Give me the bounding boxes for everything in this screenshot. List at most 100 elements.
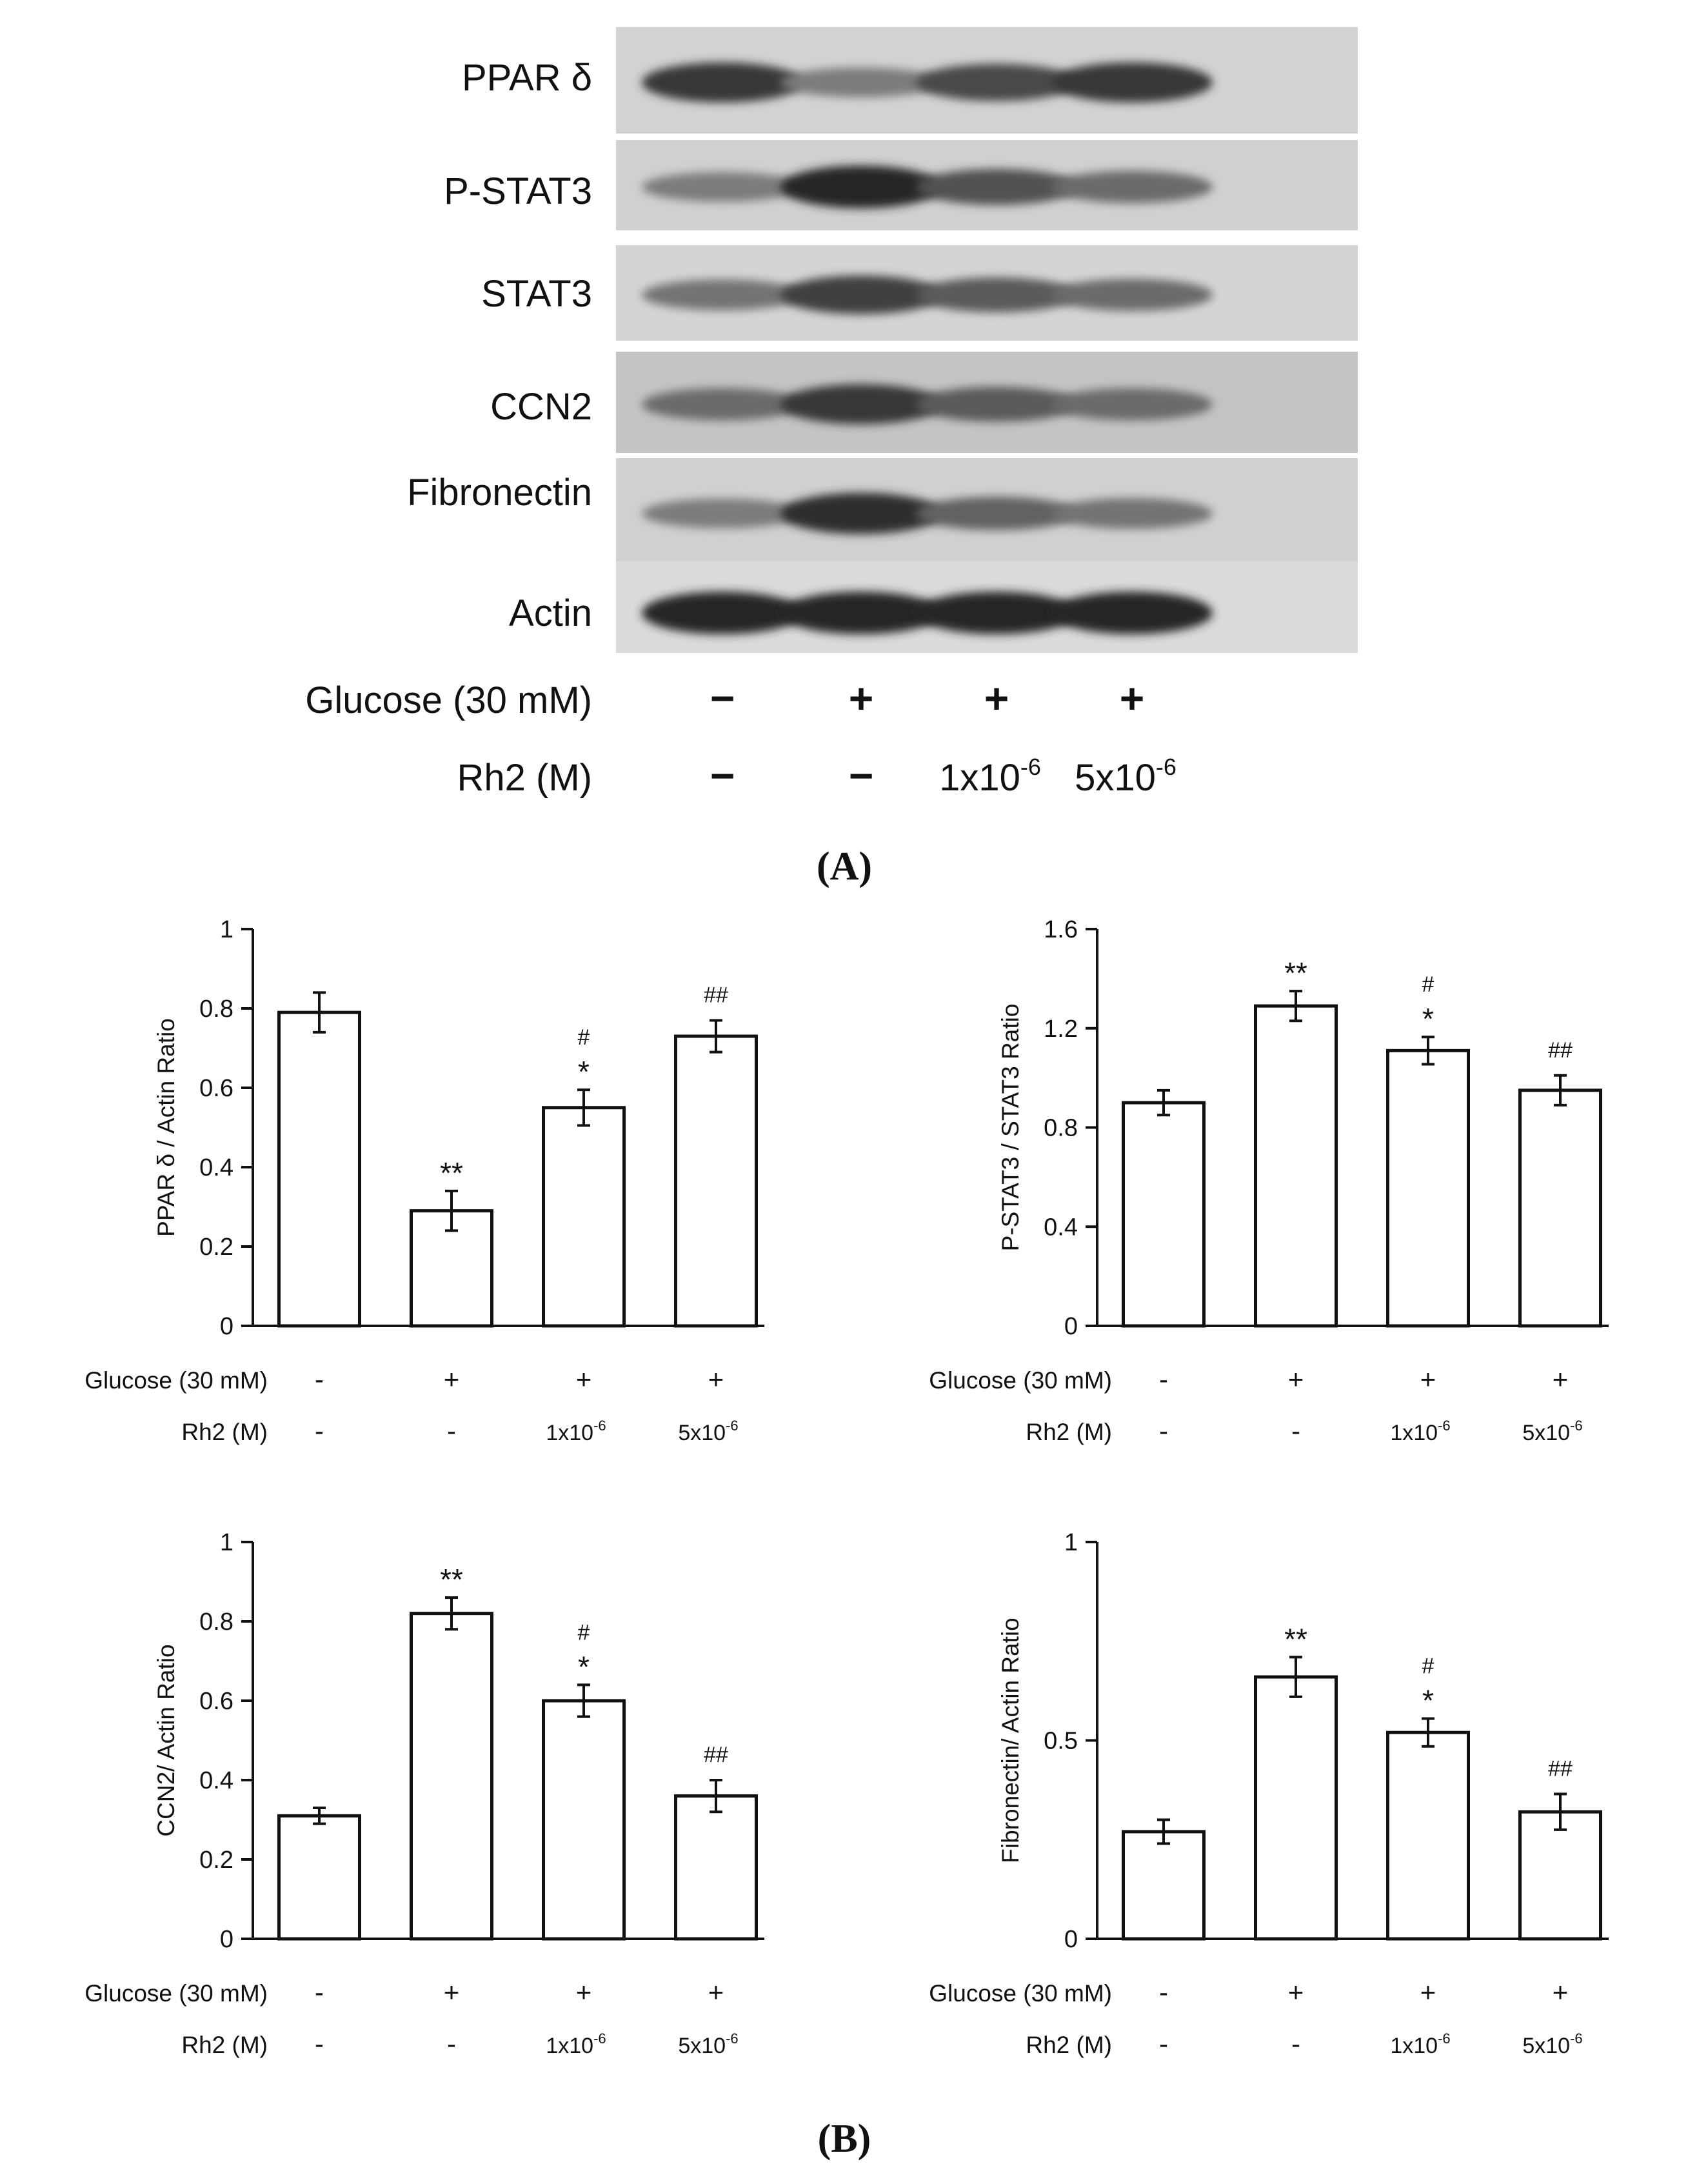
blot-band — [642, 279, 803, 310]
y-tick-label: 1 — [1064, 1529, 1078, 1556]
bar — [277, 1814, 361, 1941]
treatment-value: - — [447, 1416, 456, 1446]
treatment-value: - — [447, 2029, 456, 2059]
bar — [1254, 1004, 1338, 1328]
treatment-value: + — [1288, 1977, 1304, 2007]
blot-row-label: CCN2 — [490, 386, 592, 428]
treatment-value: 5x10-6 — [678, 2030, 738, 2058]
treatment-value: + — [1120, 674, 1145, 722]
treatment-value: - — [1291, 1416, 1300, 1446]
treatment-value: - — [315, 1364, 324, 1394]
treatment-value: + — [576, 1977, 592, 2007]
treatment-value: 1x10-6 — [546, 2030, 606, 2058]
y-tick-label: 0.4 — [199, 1154, 233, 1181]
blot-band — [780, 592, 942, 634]
y-tick-label: 0 — [1064, 1926, 1078, 1953]
blot-row-label: Actin — [509, 592, 592, 634]
blot-row-label: P-STAT3 — [444, 170, 592, 212]
blot-band — [916, 277, 1077, 312]
significance-mark: * — [1422, 1002, 1434, 1036]
y-tick-label: 0.6 — [199, 1688, 233, 1715]
panel-b-caption: (B) — [817, 2117, 871, 2161]
y-tick-label: 0.8 — [1044, 1115, 1078, 1142]
treatment-value: - — [1159, 1416, 1168, 1446]
treatment-label: Glucose (30 mM) — [929, 1367, 1112, 1394]
blot-band — [642, 172, 803, 202]
significance-mark: # — [1422, 1654, 1435, 1679]
bar — [1518, 1088, 1602, 1328]
treatment-label: Rh2 (M) — [1026, 1419, 1112, 1445]
treatment-value: - — [1291, 2029, 1300, 2059]
bar — [1386, 1730, 1470, 1941]
treatment-value: - — [315, 1977, 324, 2007]
treatment-label: Glucose (30 mM) — [84, 1367, 268, 1394]
treatment-value: − — [849, 752, 874, 799]
treatment-value: + — [576, 1364, 592, 1394]
y-axis-label: PPAR δ / Actin Ratio — [153, 1018, 179, 1237]
y-tick-label: 1 — [220, 1529, 233, 1556]
blot-band — [1051, 278, 1213, 311]
significance-mark: ## — [1548, 1038, 1573, 1063]
y-tick-label: 1.6 — [1044, 916, 1078, 943]
treatment-value: + — [1420, 1364, 1436, 1394]
y-tick-label: 0.8 — [199, 996, 233, 1023]
treatment-value: + — [444, 1364, 460, 1394]
blot-band — [780, 384, 942, 425]
treatment-value: + — [984, 674, 1009, 722]
treatment-value: - — [315, 1416, 324, 1446]
blot-band — [1051, 388, 1213, 421]
blot-row-label: PPAR δ — [462, 57, 592, 99]
blot-band — [642, 498, 803, 528]
bar — [277, 1010, 361, 1328]
significance-mark: ## — [704, 983, 728, 1007]
treatment-value: 1x10-6 — [1390, 1418, 1450, 1445]
treatment-value: + — [1553, 1977, 1569, 2007]
y-tick-label: 0.5 — [1044, 1728, 1078, 1755]
significance-mark: ** — [440, 1156, 463, 1190]
treatment-value: − — [710, 674, 735, 722]
treatment-value: 5x10-6 — [1522, 1418, 1582, 1445]
significance-mark: * — [1422, 1684, 1434, 1718]
bar — [410, 1209, 493, 1328]
bar — [1122, 1101, 1206, 1328]
y-tick-label: 0.4 — [199, 1767, 233, 1794]
blot-band — [916, 63, 1077, 101]
treatment-value: - — [315, 2029, 324, 2059]
significance-mark: # — [578, 1620, 590, 1645]
y-tick-label: 1 — [220, 916, 233, 943]
bar — [674, 1034, 758, 1328]
blot-band — [916, 592, 1077, 634]
y-tick-label: 0.2 — [199, 1847, 233, 1874]
bar — [1386, 1048, 1470, 1328]
treatment-label: Glucose (30 mM) — [305, 679, 592, 721]
y-tick-label: 0.6 — [199, 1075, 233, 1102]
treatment-value: 1x10-6 — [1390, 2030, 1450, 2058]
treatment-value: + — [708, 1364, 724, 1394]
treatment-value: 5x10-6 — [1522, 2030, 1582, 2058]
panel-a-caption: (A) — [816, 845, 873, 888]
bar — [542, 1106, 626, 1328]
y-tick-label: 0 — [220, 1313, 233, 1340]
treatment-value: 1x10-6 — [546, 1418, 606, 1445]
treatment-label: Glucose (30 mM) — [84, 1980, 268, 2007]
y-tick-label: 0 — [1064, 1313, 1078, 1340]
bar — [1254, 1675, 1338, 1941]
y-axis-label: CCN2/ Actin Ratio — [153, 1644, 179, 1836]
blot-band — [780, 165, 942, 208]
y-tick-label: 0 — [220, 1926, 233, 1953]
significance-mark: ## — [1548, 1757, 1573, 1781]
significance-mark: # — [578, 1025, 590, 1050]
treatment-value: 5x10-6 — [1075, 754, 1177, 799]
blot-band — [642, 388, 803, 421]
blot-band — [642, 62, 803, 103]
treatment-value: + — [849, 674, 874, 722]
blot-band — [780, 492, 942, 534]
y-tick-label: 0.8 — [199, 1608, 233, 1636]
blot-row-label: STAT3 — [481, 273, 592, 315]
y-axis-label: Fibronectin/ Actin Ratio — [997, 1618, 1024, 1863]
blot-band — [1051, 170, 1213, 203]
significance-mark: ** — [1284, 956, 1307, 990]
